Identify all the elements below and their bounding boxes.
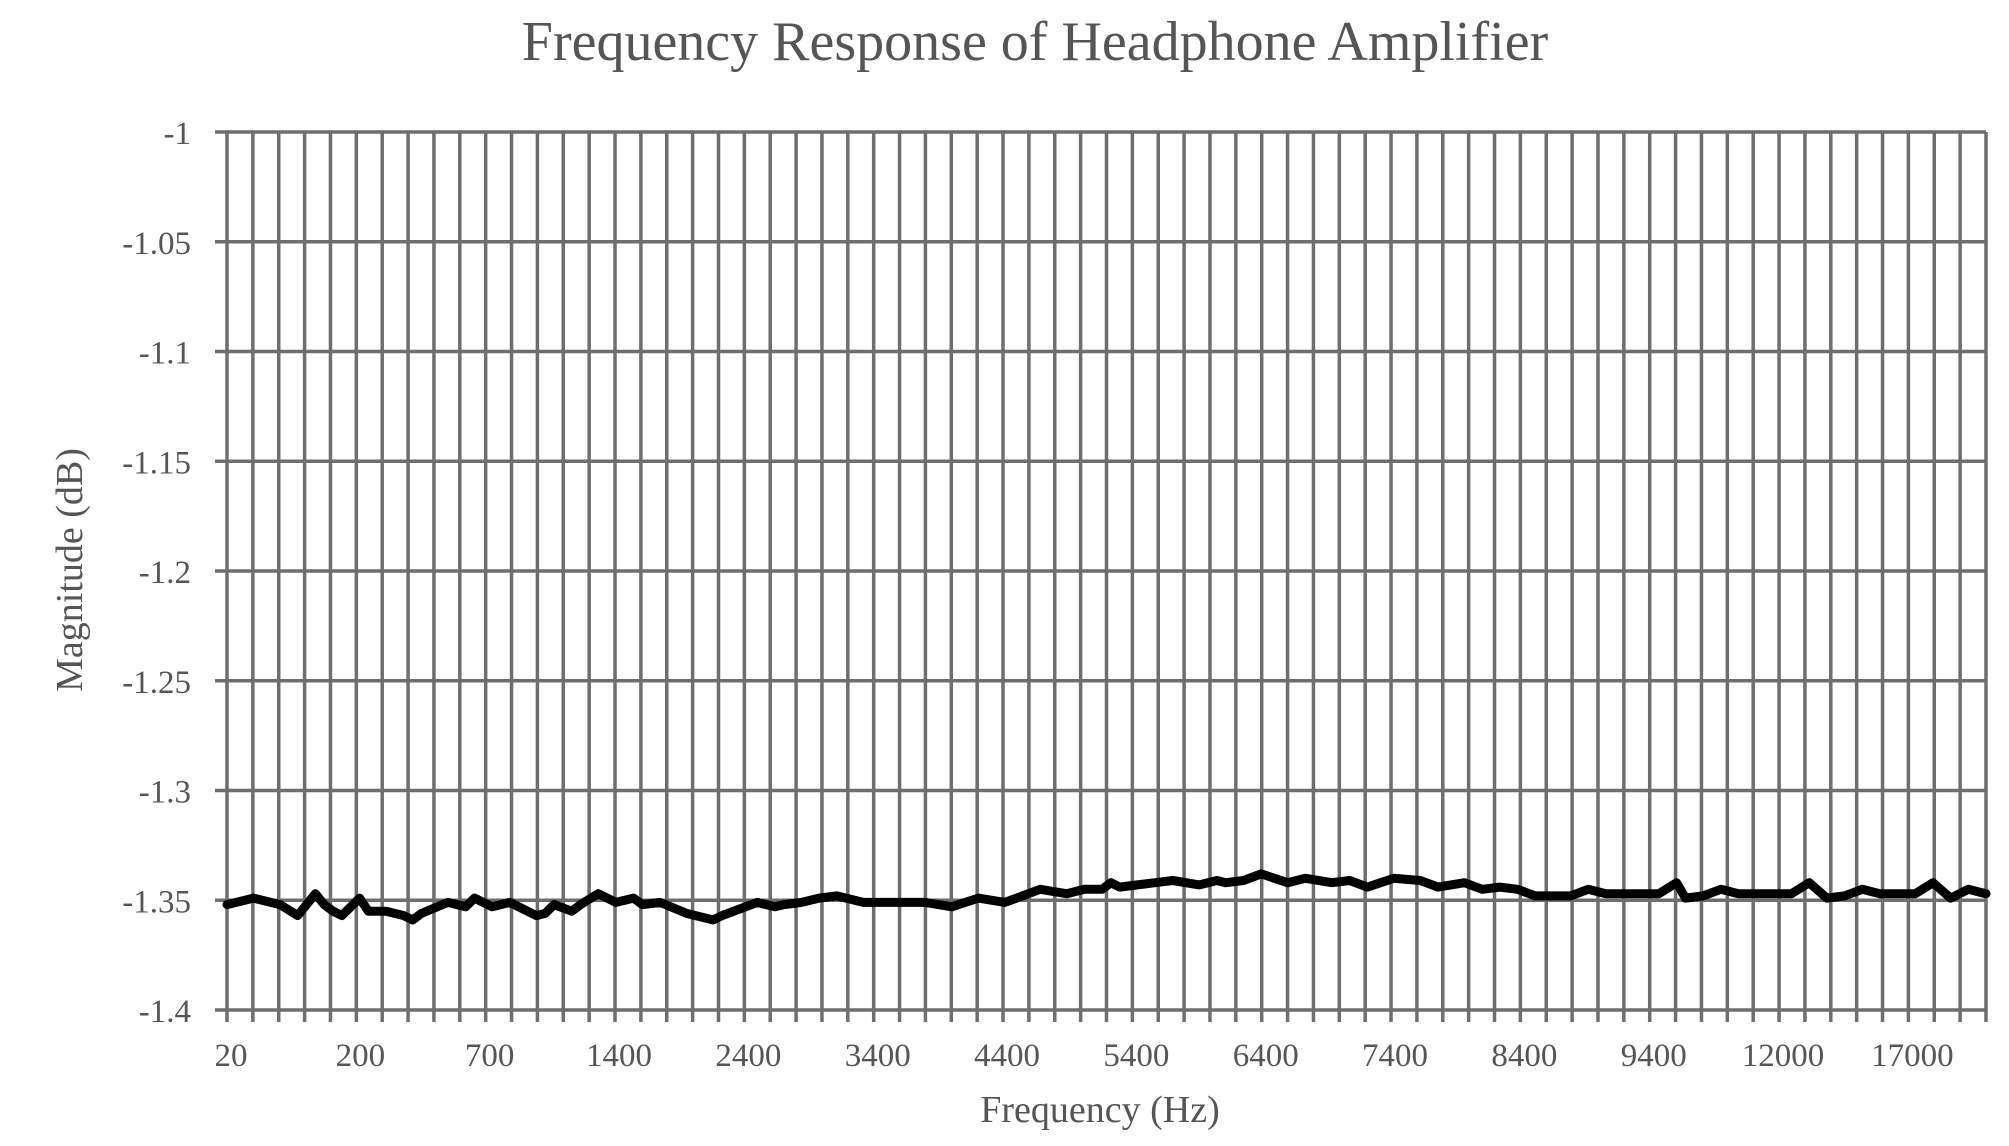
y-tick-label: -1.05	[122, 226, 191, 262]
y-tick-label: -1.3	[139, 775, 191, 811]
y-tick-label: -1.25	[122, 665, 191, 701]
series-line	[222, 869, 1991, 925]
y-tick-label: -1.15	[122, 445, 191, 481]
x-tick-label: 9400	[1621, 1038, 1687, 1074]
x-tick-label: 17000	[1871, 1038, 1954, 1074]
x-tick-label: 7400	[1362, 1038, 1428, 1074]
x-tick-label: 6400	[1233, 1038, 1299, 1074]
x-tick-label: 20	[215, 1038, 248, 1074]
chart-title: Frequency Response of Headphone Amplifie…	[522, 11, 1549, 73]
x-tick-label: 12000	[1742, 1038, 1825, 1074]
x-tick-label: 5400	[1103, 1038, 1169, 1074]
x-axis-ticks: 20 200 700 1400 2400 3400 4400 5400 6400 7400 8400…	[215, 1038, 1954, 1074]
x-tick-label: 3400	[845, 1038, 911, 1074]
x-tick-label: 700	[465, 1038, 515, 1074]
x-tick-label: 200	[336, 1038, 386, 1074]
x-tick-label: 8400	[1491, 1038, 1557, 1074]
x-tick-label: 2400	[715, 1038, 781, 1074]
grid	[215, 130, 1988, 1022]
y-axis-ticks: -1 -1.05 -1.1 -1.15 -1.2 -1.25 -1.3 -1.35 -1.4	[122, 116, 191, 1030]
x-tick-label: 4400	[974, 1038, 1040, 1074]
y-tick-label: -1.1	[139, 336, 191, 372]
y-tick-label: -1.2	[139, 555, 191, 591]
y-tick-label: -1.4	[139, 994, 191, 1030]
x-axis-label: Frequency (Hz)	[980, 1089, 1220, 1131]
y-tick-label: -1.35	[122, 884, 191, 920]
y-tick-label: -1	[164, 116, 192, 152]
x-tick-label: 1400	[586, 1038, 652, 1074]
y-axis-label: Magnitude (dB)	[49, 448, 91, 692]
